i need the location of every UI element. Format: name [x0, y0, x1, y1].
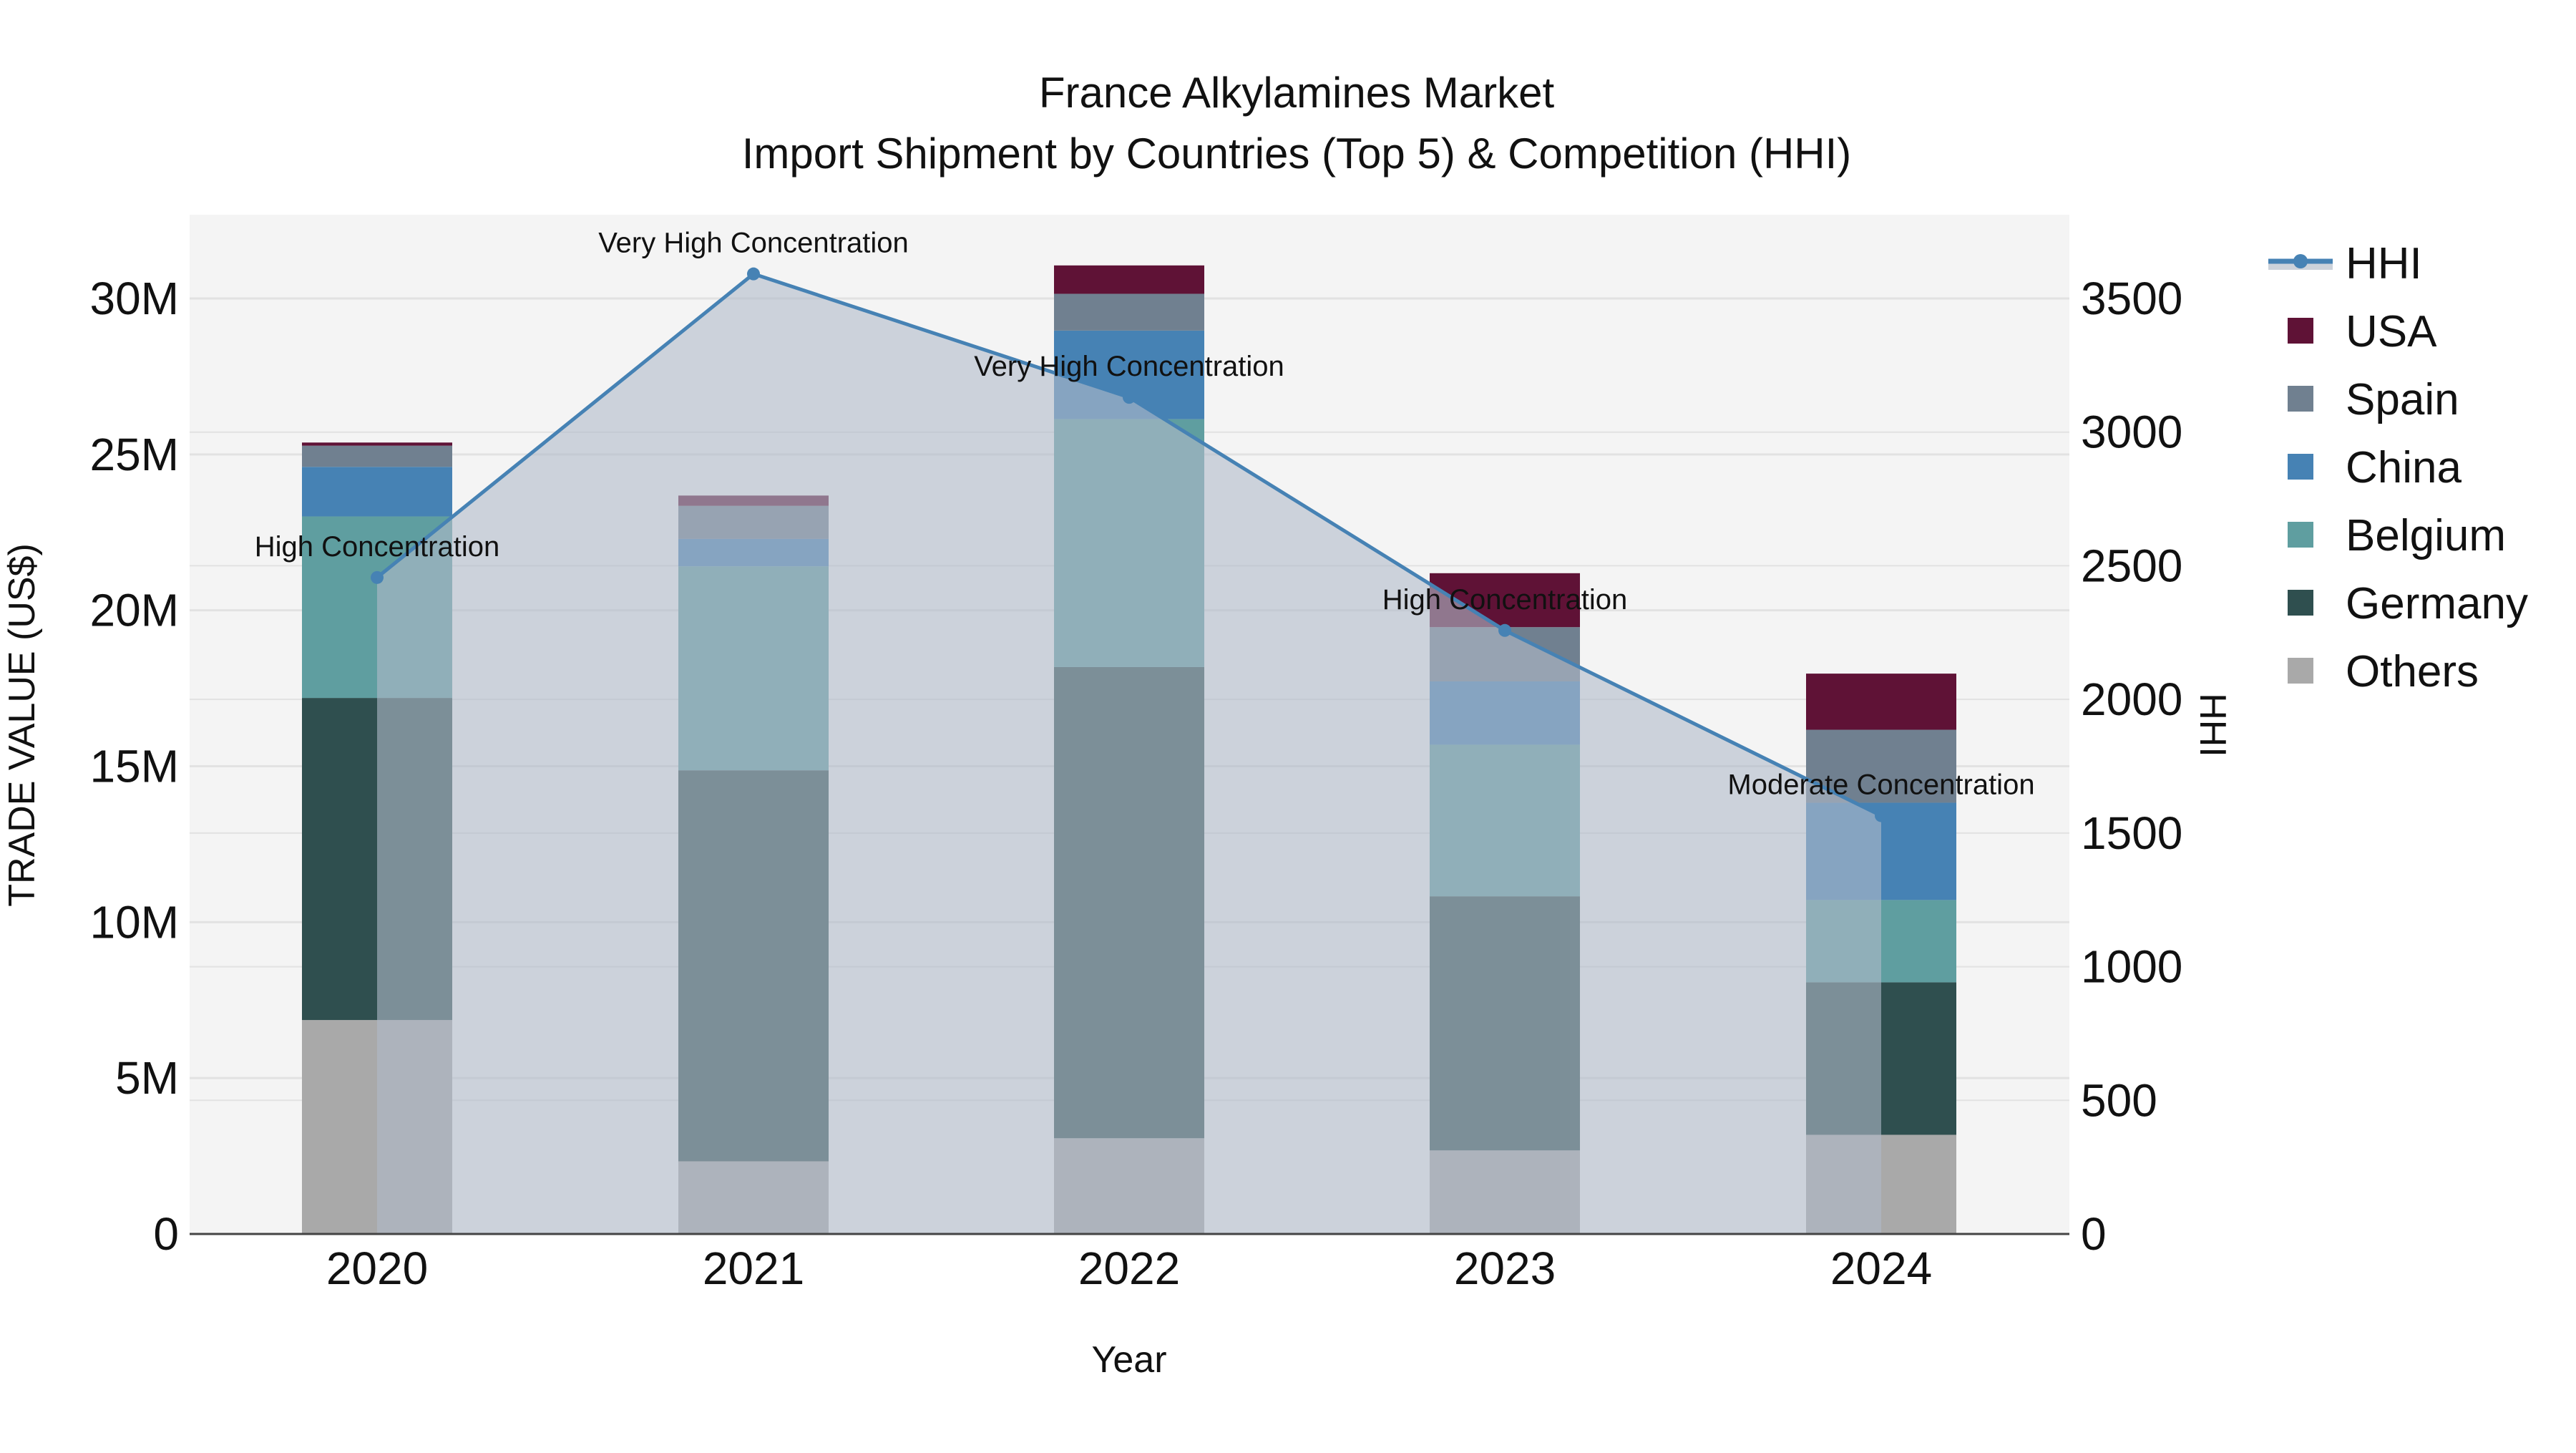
x-axis-title: Year: [1091, 1339, 1166, 1381]
bar-segment-spain-2022[interactable]: [1054, 293, 1204, 331]
y-left-tick-label: 5M: [115, 1052, 179, 1104]
legend-swatch-icon: [2288, 590, 2313, 616]
y-left-tick-label: 25M: [90, 429, 180, 480]
hhi-legend-marker-icon: [2293, 254, 2308, 268]
x-tick-label: 2024: [1830, 1243, 1932, 1294]
legend: HHI USA Spain China Belgium Germany Others: [2268, 239, 2528, 696]
x-tick-label: 2023: [1454, 1243, 1556, 1294]
legend-label: Others: [2346, 647, 2479, 696]
y-right-tick-label: 500: [2081, 1074, 2157, 1126]
hhi-annotation-2023: High Concentration: [1382, 584, 1627, 616]
hhi-annotation-2022: Very High Concentration: [974, 351, 1284, 382]
y-right-tick-label: 3500: [2081, 273, 2182, 324]
y-right-tick-label: 0: [2081, 1208, 2107, 1260]
legend-item-belgium[interactable]: Belgium: [2288, 511, 2506, 560]
hhi-marker-2024[interactable]: [1875, 809, 1888, 822]
chart-title-line1: France Alkylamines Market: [1039, 69, 1555, 117]
y-left-tick-label: 15M: [90, 741, 180, 792]
x-axis-ticks: 2020 2021 2022 2023 2024: [326, 1243, 1932, 1294]
legend-swatch-icon: [2288, 522, 2313, 548]
y-axis-left-title: TRADE VALUE (US$): [1, 543, 43, 907]
hhi-marker-2020[interactable]: [371, 570, 384, 584]
hhi-annotation-2024: Moderate Concentration: [1727, 769, 2034, 801]
hhi-marker-2023[interactable]: [1498, 623, 1511, 637]
legend-swatch-icon: [2288, 658, 2313, 684]
bar-segment-usa-2020[interactable]: [302, 442, 452, 446]
y-right-tick-label: 2500: [2081, 540, 2182, 591]
legend-item-spain[interactable]: Spain: [2288, 375, 2459, 424]
hhi-area-line: [371, 267, 1888, 1235]
hhi-marker-2022[interactable]: [1123, 391, 1136, 404]
y-right-tick-label: 1500: [2081, 807, 2182, 859]
bar-segment-usa-2022[interactable]: [1054, 265, 1204, 294]
bar-segment-china-2020[interactable]: [302, 467, 452, 517]
legend-label: China: [2346, 443, 2462, 492]
y-axis-right-ticks: 0 500 1000 1500 2000 2500 3000 3500: [2081, 273, 2182, 1260]
legend-swatch-icon: [2288, 454, 2313, 480]
y-axis-right-title: HHI: [2192, 693, 2233, 757]
legend-item-germany[interactable]: Germany: [2288, 579, 2528, 628]
legend-item-others[interactable]: Others: [2288, 647, 2479, 696]
hhi-marker-2021[interactable]: [747, 267, 760, 281]
hhi-area: [377, 273, 1881, 1235]
legend-label: USA: [2346, 307, 2437, 356]
hhi-annotation-2020: High Concentration: [255, 531, 499, 563]
hhi-annotations: High Concentration Very High Concentratio…: [255, 228, 2035, 801]
bar-segment-usa-2024[interactable]: [1806, 674, 1956, 730]
x-tick-label: 2021: [703, 1243, 804, 1294]
chart-title-line2: Import Shipment by Countries (Top 5) & C…: [742, 130, 1852, 178]
legend-item-hhi[interactable]: HHI: [2268, 239, 2422, 288]
legend-item-china[interactable]: China: [2288, 443, 2462, 492]
y-left-tick-label: 0: [153, 1208, 179, 1260]
x-tick-label: 2020: [326, 1243, 428, 1294]
bar-segment-spain-2020[interactable]: [302, 445, 452, 467]
legend-label: Germany: [2346, 579, 2528, 628]
y-left-tick-label: 30M: [90, 273, 180, 324]
y-left-tick-label: 10M: [90, 896, 180, 948]
x-tick-label: 2022: [1078, 1243, 1180, 1294]
y-left-tick-label: 20M: [90, 585, 180, 636]
legend-label: Spain: [2346, 375, 2459, 424]
hhi-annotation-2021: Very High Concentration: [598, 228, 909, 259]
y-right-tick-label: 3000: [2081, 407, 2182, 458]
y-axis-left-ticks: 0 5M 10M 15M 20M 25M 30M: [90, 273, 180, 1260]
legend-label: Belgium: [2346, 511, 2506, 560]
legend-swatch-icon: [2288, 318, 2313, 344]
legend-item-usa[interactable]: USA: [2288, 307, 2437, 356]
y-right-tick-label: 1000: [2081, 941, 2182, 993]
legend-label: HHI: [2346, 239, 2422, 288]
y-right-tick-label: 2000: [2081, 674, 2182, 725]
legend-swatch-icon: [2288, 386, 2313, 412]
